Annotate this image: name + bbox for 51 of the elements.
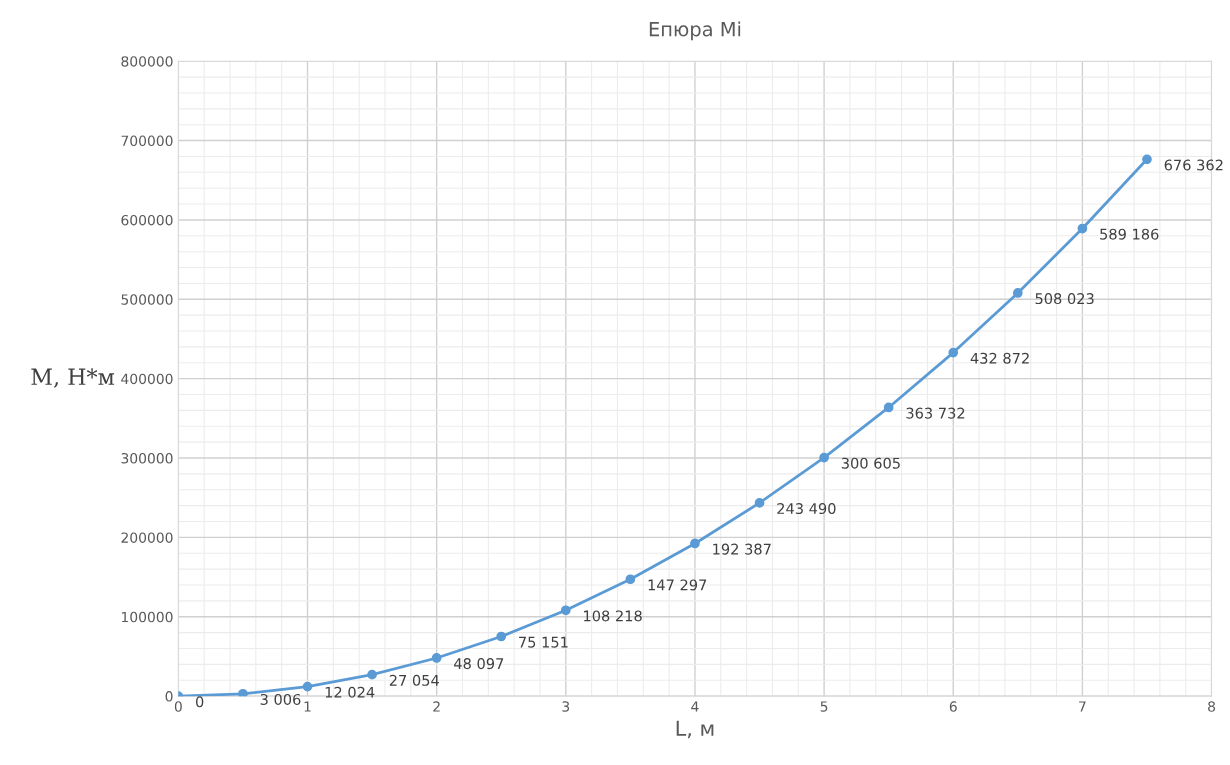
point bbox=[560, 605, 571, 616]
point bbox=[883, 402, 894, 413]
data-label: 12 024 bbox=[325, 686, 375, 698]
point bbox=[819, 452, 829, 463]
x-tick-label: 2 bbox=[433, 701, 440, 712]
x-tick-label: 3 bbox=[562, 701, 570, 712]
y-tick-label: 500000 bbox=[121, 294, 173, 305]
point bbox=[625, 574, 636, 585]
y-tick-label: 300000 bbox=[121, 453, 173, 464]
y-tick-label: 400000 bbox=[121, 373, 173, 385]
data-label: 508 023 bbox=[1035, 293, 1094, 305]
x-tick-label: 4 bbox=[691, 701, 699, 712]
data-label: 27 054 bbox=[389, 674, 439, 686]
x-tick-label: 0 bbox=[174, 701, 182, 712]
data-label: 192 387 bbox=[713, 543, 771, 555]
data-label: 432 872 bbox=[970, 352, 1029, 364]
x-tick-label: 7 bbox=[1079, 701, 1086, 712]
y-tick-label: 600000 bbox=[121, 214, 173, 226]
data-label: 676 362 bbox=[1164, 159, 1223, 171]
data-label: 243 490 bbox=[777, 503, 836, 515]
data-label: 3 006 bbox=[260, 693, 301, 705]
point bbox=[1012, 288, 1023, 298]
data-label: 75 151 bbox=[519, 636, 568, 648]
data-label: 363 732 bbox=[906, 407, 965, 419]
chart-title: Епюра Mi bbox=[649, 21, 741, 41]
point bbox=[496, 631, 507, 642]
x-tick-label: 5 bbox=[820, 701, 828, 712]
y-tick-label: 0 bbox=[165, 691, 173, 702]
point bbox=[948, 347, 959, 358]
y-tick-label: 200000 bbox=[121, 532, 173, 543]
data-label: 147 297 bbox=[648, 579, 707, 591]
point bbox=[302, 681, 313, 692]
point bbox=[431, 653, 442, 663]
x-axis-title: L, м bbox=[676, 720, 714, 739]
point bbox=[1142, 154, 1152, 165]
x-tick-label: 8 bbox=[1208, 701, 1216, 712]
point bbox=[238, 688, 248, 697]
y-axis-title: M, Н*м bbox=[31, 368, 115, 388]
data-label: 300 605 bbox=[841, 457, 900, 469]
point bbox=[690, 538, 700, 549]
y-tick-label: 100000 bbox=[121, 611, 173, 623]
data-label: 48 097 bbox=[454, 658, 504, 670]
y-tick-label: 700000 bbox=[121, 135, 173, 147]
point bbox=[1077, 223, 1088, 234]
data-label: 589 186 bbox=[1100, 228, 1159, 240]
point bbox=[754, 498, 765, 508]
x-tick-label: 6 bbox=[949, 701, 957, 712]
data-label: 108 218 bbox=[584, 610, 642, 622]
x-tick-label: 1 bbox=[304, 701, 311, 712]
point bbox=[367, 669, 377, 680]
y-tick-label: 800000 bbox=[121, 56, 173, 67]
